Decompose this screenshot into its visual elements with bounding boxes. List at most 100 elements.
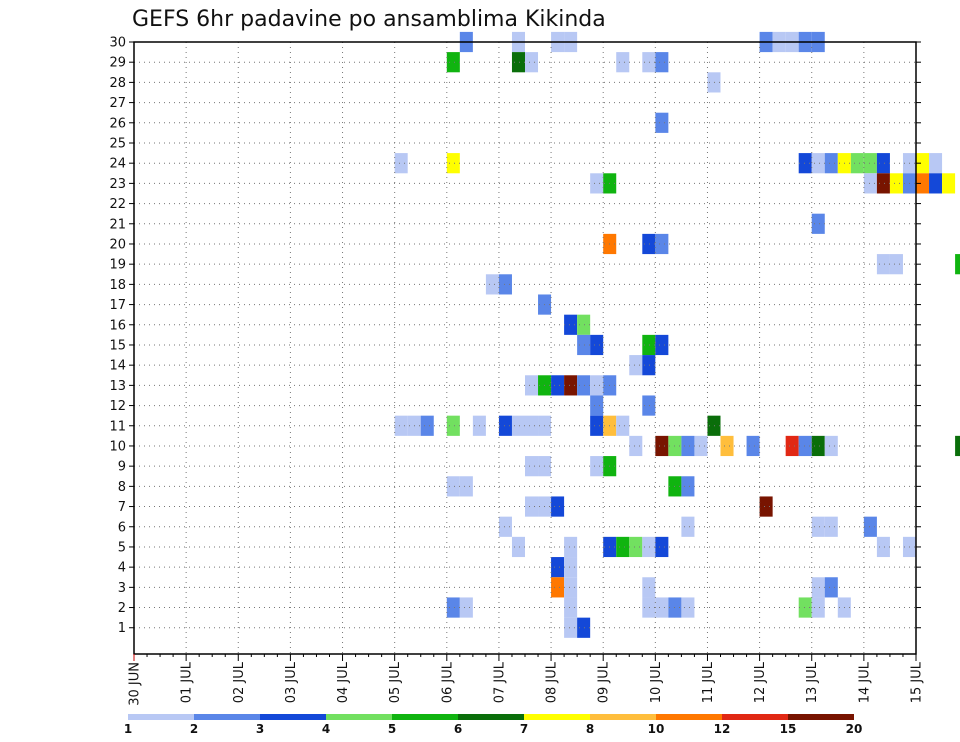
colorbar-swatch [260, 714, 326, 720]
precip-cell [459, 476, 473, 497]
precip-cell [629, 355, 643, 376]
precip-cell [551, 375, 565, 396]
y-tick-label: 24 [109, 157, 126, 172]
precip-cell [824, 577, 838, 598]
precip-cell [707, 415, 721, 436]
colorbar-label: 4 [322, 722, 330, 736]
precip-cell [446, 52, 460, 73]
colorbar-label: 20 [846, 722, 863, 736]
precip-cell [759, 496, 773, 517]
precip-cell [446, 415, 460, 436]
precip-cell [916, 173, 930, 194]
precip-cell [863, 173, 877, 194]
precip-cell [525, 415, 539, 436]
x-axis: 30 JUN 01 JUL 02 JUL 03 JUL 04 JUL 05 JUL 06 J… [128, 654, 925, 706]
precip-cell [681, 597, 695, 618]
precip-cell [459, 597, 473, 618]
precip-cell [681, 435, 695, 457]
precip-cell [811, 516, 825, 537]
precip-cell [446, 476, 460, 497]
x-tick-label: 05 JUL [388, 661, 403, 703]
precip-cell [642, 355, 656, 376]
colorbar-swatch [392, 714, 458, 720]
precip-cell [590, 173, 604, 194]
colorbar-swatch [128, 714, 194, 720]
y-tick-label: 3 [118, 581, 126, 596]
precip-cell [577, 314, 591, 335]
colorbar-label: 12 [714, 722, 731, 736]
colorbar-label: 7 [520, 722, 528, 736]
precip-cell [525, 496, 539, 517]
precip-cell [942, 173, 956, 194]
y-tick-label: 14 [109, 359, 126, 374]
y-tick-label: 30 [109, 36, 126, 51]
precip-cell [655, 334, 669, 356]
colorbar-swatch [458, 714, 524, 720]
precip-cell [511, 52, 525, 73]
colorbar-label: 15 [780, 722, 797, 736]
precip-cell [863, 153, 877, 174]
y-tick-label: 12 [109, 399, 126, 414]
precip-cell [590, 395, 604, 416]
y-tick-label: 5 [118, 540, 126, 555]
precip-cell [498, 516, 512, 537]
y-tick-label: 18 [109, 278, 126, 293]
colorbar-label: 5 [388, 722, 396, 736]
x-tick-label: 13 JUL [805, 661, 820, 703]
precip-cell [642, 536, 656, 558]
y-tick-label: 23 [109, 177, 126, 192]
y-tick-label: 29 [109, 56, 126, 71]
precip-cell [394, 153, 408, 174]
precip-cell [564, 577, 578, 598]
precip-cell [811, 153, 825, 174]
y-tick-label: 13 [109, 379, 126, 394]
precip-cell [564, 314, 578, 335]
x-tick-label: 11 JUL [701, 661, 716, 703]
precip-cell [498, 415, 512, 436]
precip-cell [525, 375, 539, 396]
colorbar-label: 3 [256, 722, 264, 736]
precip-cell [616, 52, 630, 73]
precip-cell [811, 213, 825, 234]
precip-cell [446, 597, 460, 618]
chart-title: GEFS 6hr padavine po ansamblima Kikinda [132, 7, 606, 32]
x-tick-label: 09 JUL [597, 661, 612, 703]
colorbar-label: 10 [648, 722, 665, 736]
y-tick-label: 22 [109, 197, 126, 212]
precip-cell [811, 597, 825, 618]
colorbar-swatch [590, 714, 656, 720]
precip-cell [485, 274, 499, 295]
precip-cell [590, 334, 604, 356]
precip-cell [785, 435, 799, 457]
colorbar-label: 6 [454, 722, 462, 736]
y-tick-label: 25 [109, 136, 126, 151]
precip-cell [616, 415, 630, 436]
y-tick-label: 1 [118, 621, 126, 636]
precip-cell [694, 435, 708, 457]
x-tick-label: 03 JUL [284, 661, 299, 703]
precip-cell [916, 153, 930, 174]
precip-cell [511, 536, 525, 558]
precip-cell [811, 577, 825, 598]
colorbar: 1 2 3 4 5 6 7 8 10 12 15 20 [124, 714, 863, 736]
precip-cell [577, 375, 591, 396]
y-tick-label: 10 [109, 439, 126, 454]
precip-cell [551, 577, 565, 598]
precip-cell [655, 597, 669, 618]
precip-cell [655, 435, 669, 457]
y-tick-label: 4 [118, 561, 126, 576]
precip-cell [446, 153, 460, 174]
precip-cell [577, 617, 591, 638]
precip-cell [642, 334, 656, 356]
precip-cell [863, 516, 877, 537]
precip-cell [642, 597, 656, 618]
precip-cell [577, 334, 591, 356]
y-tick-label: 21 [109, 217, 126, 232]
grid-lines [134, 41, 916, 654]
precip-cell [798, 153, 812, 174]
y-tick-label: 19 [109, 258, 126, 273]
precip-cell [929, 173, 943, 194]
y-tick-label: 9 [118, 460, 126, 475]
precip-cell [511, 415, 525, 436]
x-tick-label: 08 JUL [545, 661, 560, 703]
